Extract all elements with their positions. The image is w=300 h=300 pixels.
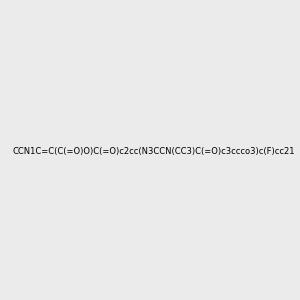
- Text: CCN1C=C(C(=O)O)C(=O)c2cc(N3CCN(CC3)C(=O)c3ccco3)c(F)cc21: CCN1C=C(C(=O)O)C(=O)c2cc(N3CCN(CC3)C(=O)…: [13, 147, 295, 156]
